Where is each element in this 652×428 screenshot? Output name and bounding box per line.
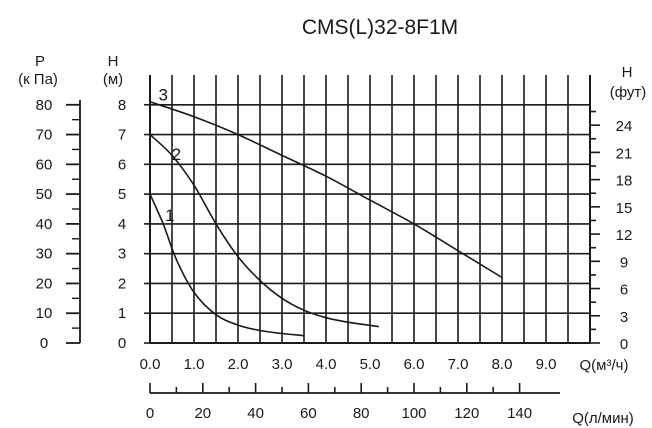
h-tick-label: 0	[118, 335, 126, 352]
p-tick-label: 60	[36, 156, 53, 173]
p-tick-label: 20	[36, 275, 53, 292]
p-tick-label: 50	[36, 186, 53, 203]
h-ft-tick-label: 6	[620, 282, 628, 299]
h-ft-tick-label: 18	[616, 173, 633, 190]
h-tick-label: 3	[118, 246, 126, 263]
h-axis-unit: (м)	[103, 71, 123, 88]
p-axis-unit: (к Па)	[18, 71, 58, 88]
p-tick-label: 80	[36, 97, 53, 114]
q-m3-tick-label: 4.0	[316, 356, 337, 373]
h-tick-label: 2	[118, 275, 126, 292]
h-ft-axis-unit: (фут)	[610, 84, 647, 101]
q-lmin-tick-label: 60	[300, 405, 317, 422]
grid	[150, 75, 590, 343]
h-tick-label: 6	[118, 156, 126, 173]
p-tick-label: 30	[36, 246, 53, 263]
h-tick-label: 8	[118, 97, 126, 114]
ticks: 0123456780102030405060708003691215182124…	[36, 97, 633, 422]
curve-2	[149, 134, 379, 328]
q-m3-tick-label: 9.0	[536, 356, 557, 373]
p-tick-label: 0	[40, 335, 48, 352]
h-ft-axis-label: H	[622, 64, 633, 81]
h-axis-label: H	[108, 53, 119, 70]
q-m3-tick-label: 6.0	[404, 356, 425, 373]
q-m3-tick-label: 7.0	[448, 356, 469, 373]
q-lmin-tick-label: 0	[146, 405, 154, 422]
q-lmin-tick-label: 100	[401, 405, 426, 422]
curves: 1 2 3	[149, 85, 503, 337]
q-lmin-tick-label: 80	[353, 405, 370, 422]
h-tick-label: 4	[118, 216, 126, 233]
h-ft-tick-label: 21	[616, 145, 633, 162]
h-ft-tick-label: 9	[620, 254, 628, 271]
q-m3-axis-label: Q(м³/ч)	[580, 357, 629, 374]
h-ft-tick-label: 24	[616, 118, 633, 135]
h-tick-label: 1	[118, 305, 126, 322]
p-tick-label: 70	[36, 127, 53, 144]
curve-3-label: 3	[158, 85, 167, 104]
q-m3-tick-label: 5.0	[360, 356, 381, 373]
p-tick-label: 40	[36, 216, 53, 233]
p-tick-label: 10	[36, 305, 53, 322]
h-ft-tick-label: 15	[616, 200, 633, 217]
q-m3-tick-label: 1.0	[184, 356, 205, 373]
q-m3-tick-label: 8.0	[492, 356, 513, 373]
curve-2-label: 2	[172, 145, 181, 164]
p-axis-label: P	[35, 53, 45, 70]
h-tick-label: 5	[118, 186, 126, 203]
h-ft-tick-label: 12	[616, 227, 633, 244]
q-lmin-axis-label: Q(л/мин)	[572, 410, 634, 427]
h-ft-tick-label: 3	[620, 309, 628, 326]
q-m3-tick-label: 3.0	[272, 356, 293, 373]
curve-1-label: 1	[165, 206, 174, 225]
h-tick-label: 7	[118, 127, 126, 144]
axes	[79, 75, 591, 394]
q-lmin-tick-label: 140	[507, 405, 532, 422]
q-lmin-tick-label: 120	[454, 405, 479, 422]
q-m3-tick-label: 2.0	[228, 356, 249, 373]
q-m3-tick-label: 0.0	[140, 356, 161, 373]
curve-1	[149, 193, 305, 337]
q-lmin-tick-label: 40	[247, 405, 264, 422]
q-lmin-tick-label: 20	[194, 405, 211, 422]
h-ft-tick-label: 0	[620, 336, 628, 353]
curve-3	[149, 101, 503, 279]
chart-title: CMS(L)32-8F1M	[302, 16, 458, 39]
